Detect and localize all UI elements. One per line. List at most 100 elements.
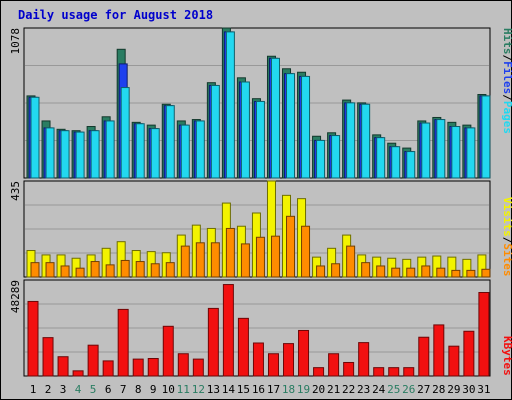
kbytes-bar [343, 361, 355, 377]
kbytes-bar [177, 353, 189, 377]
x-tick-label: 27 [417, 383, 430, 396]
sites-bar [210, 242, 220, 278]
kbytes-bar [192, 358, 204, 377]
panel-middle-bars [26, 180, 491, 278]
pages-bar [45, 127, 55, 179]
x-tick-label: 23 [357, 383, 370, 396]
chart-title: Daily usage for August 2018 [18, 8, 213, 22]
kbytes-bar [117, 308, 129, 377]
pages-bar [105, 120, 115, 179]
sites-bar [270, 235, 280, 278]
legend-separator: / [501, 237, 512, 244]
pages-bar [225, 31, 235, 179]
pages-bar [60, 130, 70, 179]
sites-bar [331, 263, 341, 278]
x-tick-label: 14 [222, 383, 236, 396]
sites-bar [361, 262, 371, 278]
kbytes-bar [478, 292, 490, 377]
x-tick-label: 19 [297, 383, 310, 396]
x-tick-label: 11 [177, 383, 190, 396]
sites-bar [466, 269, 476, 278]
panel-top-legend: Hits/Files/Pages [501, 28, 512, 134]
legend-pages: Pages [501, 101, 512, 134]
x-tick-label: 10 [162, 383, 175, 396]
pages-bar [255, 100, 265, 179]
x-tick-label: 9 [150, 383, 157, 396]
kbytes-bar [358, 342, 370, 377]
kbytes-bar [418, 336, 430, 377]
sites-bar [286, 215, 296, 278]
panel-bottom-legend: KBytes [501, 336, 512, 376]
pages-bar [90, 130, 100, 179]
pages-bar [451, 126, 461, 179]
kbytes-bar [27, 300, 39, 377]
x-tick-label: 13 [207, 383, 220, 396]
sites-bar [135, 261, 145, 278]
kbytes-bar [147, 358, 159, 377]
sites-bar [376, 265, 386, 278]
legend-sites: Sites [501, 243, 512, 276]
x-tick-label: 8 [135, 383, 142, 396]
x-tick-label: 7 [120, 383, 127, 396]
sites-bar [120, 259, 130, 278]
x-tick-label: 1 [30, 383, 37, 396]
pages-bar [406, 151, 416, 179]
pages-bar [436, 119, 446, 179]
pages-bar [240, 81, 250, 179]
x-tick-label: 21 [327, 383, 340, 396]
x-tick-label: 3 [60, 383, 67, 396]
legend-files: Files [501, 61, 512, 94]
x-tick-label: 31 [477, 383, 490, 396]
x-tick-label: 20 [312, 383, 325, 396]
panel-bottom-bars [27, 284, 490, 377]
sites-bar [301, 225, 311, 278]
sites-bar [240, 243, 250, 278]
kbytes-bar [373, 367, 385, 377]
kbytes-bar [448, 345, 460, 377]
kbytes-bar [72, 370, 84, 377]
pages-bar [421, 122, 431, 179]
kbytes-bar [162, 325, 174, 377]
x-tick-label: 22 [342, 383, 355, 396]
kbytes-bar [42, 337, 54, 377]
kbytes-bar [313, 367, 325, 377]
pages-bar [331, 135, 341, 179]
sites-bar [165, 262, 175, 278]
legend-separator: / [501, 94, 512, 101]
kbytes-bar [252, 342, 264, 377]
sites-bar [30, 262, 40, 278]
pages-bar [346, 102, 356, 179]
pages-bar [270, 57, 280, 179]
legend-visits: Visits [501, 197, 512, 237]
sites-bar [105, 264, 115, 278]
pages-bar [361, 103, 371, 179]
panel-top-bars [26, 27, 491, 179]
pages-bar [286, 73, 296, 179]
x-tick-label: 29 [447, 383, 460, 396]
panel-bottom-ymax-label: 48289 [9, 280, 22, 313]
pages-bar [391, 146, 401, 179]
x-tick-label: 26 [402, 383, 415, 396]
x-tick-label: 18 [282, 383, 295, 396]
sites-bar [180, 245, 190, 278]
sites-bar [391, 267, 401, 278]
sites-bar [421, 265, 431, 278]
sites-bar [150, 263, 160, 278]
sites-bar [195, 242, 205, 278]
kbytes-bar [433, 324, 445, 377]
panel-top: 1078 Hits/Files/Pages [9, 27, 512, 179]
kbytes-bar [463, 330, 475, 377]
x-tick-label: 24 [372, 383, 386, 396]
pages-bar [210, 84, 220, 179]
legend-separator: / [501, 55, 512, 62]
pages-bar [301, 75, 311, 179]
sites-bar [225, 227, 235, 278]
kbytes-bar [87, 344, 99, 377]
pages-bar [180, 124, 190, 179]
sites-bar [481, 268, 491, 278]
pages-bar [481, 95, 491, 179]
pages-bar [150, 128, 160, 179]
x-tick-label: 4 [75, 383, 82, 396]
pages-bar [30, 96, 40, 179]
